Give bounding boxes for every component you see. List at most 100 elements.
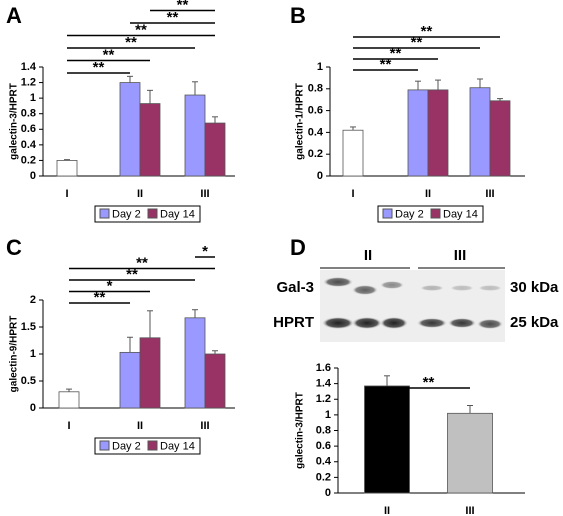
y-tick-label: 0.8	[308, 83, 323, 95]
legend-swatch	[99, 208, 110, 219]
y-tick-label: 0.4	[316, 456, 332, 468]
comparison-label: **	[93, 59, 105, 76]
error-bar	[384, 375, 390, 386]
x-tick-label: III	[485, 188, 494, 200]
y-tick-label: 0.6	[21, 123, 36, 135]
y-axis-label: galectin-1/HPRT	[295, 83, 306, 160]
error-bar	[64, 159, 70, 161]
y-tick-label: 1.2	[316, 393, 331, 405]
bar	[56, 160, 78, 177]
blot-size: 25 kDa	[510, 314, 559, 331]
comparison-label: **	[103, 46, 115, 63]
x-tick-label: II	[384, 505, 390, 516]
y-tick-label: 1	[30, 92, 36, 104]
y-tick-label: 0.6	[308, 105, 323, 117]
y-axis-label: galectin-3/HPRT	[295, 392, 306, 469]
y-tick-label: 0.4	[308, 126, 324, 138]
error-bar	[435, 79, 441, 90]
x-tick-label: I	[65, 188, 68, 200]
x-tick-label: III	[200, 420, 209, 432]
y-tick-label: 1	[317, 61, 323, 73]
comparison-label: **	[126, 266, 138, 283]
y-tick-label: 0.4	[21, 139, 37, 151]
x-tick-label: II	[425, 188, 431, 200]
comparison-label: **	[390, 45, 402, 62]
comparison-label: **	[136, 254, 148, 271]
legend-label: Day 2	[395, 208, 424, 220]
error-bar	[350, 126, 356, 131]
blot-group: II	[364, 247, 372, 264]
error-bar	[415, 80, 421, 90]
bar	[342, 129, 364, 177]
y-tick-label: 0	[30, 170, 36, 182]
panel-letter: C	[6, 235, 22, 260]
y-tick-label: 1.2	[21, 76, 36, 88]
error-bar	[212, 350, 218, 354]
y-tick-label: 0.2	[308, 148, 323, 160]
bar	[119, 82, 141, 177]
y-tick-label: 1.5	[21, 321, 36, 333]
comparison-label: **	[411, 34, 423, 51]
comparison-label: **	[135, 21, 147, 38]
legend-swatch	[147, 440, 158, 451]
comparison-label: **	[423, 374, 435, 391]
bar	[139, 103, 161, 177]
legend-swatch	[147, 208, 158, 219]
comparison-label: **	[177, 0, 189, 13]
blot-band: Gal-3	[276, 279, 314, 296]
y-tick-label: 0	[325, 487, 331, 499]
legend-label: Day 2	[112, 208, 141, 220]
bar	[447, 412, 493, 494]
y-tick-label: 0.8	[316, 424, 331, 436]
y-tick-label: 2	[30, 294, 36, 306]
x-tick-label: I	[67, 420, 70, 432]
y-tick-label: 1	[30, 348, 36, 360]
comparison-label: **	[421, 23, 433, 40]
bar	[119, 351, 141, 409]
error-bar	[127, 75, 133, 83]
y-tick-label: 1.4	[21, 61, 37, 73]
comparison-label: **	[125, 34, 137, 51]
y-axis-label: galectin-9/HPRT	[9, 316, 20, 393]
blot-image	[320, 267, 505, 342]
bar	[469, 87, 491, 177]
error-bar	[147, 89, 153, 104]
legend-label: Day 14	[160, 440, 195, 452]
legend-label: Day 14	[160, 208, 195, 220]
error-bar	[192, 309, 198, 318]
bar	[139, 337, 161, 409]
legend-swatch	[430, 208, 441, 219]
bar	[427, 89, 449, 177]
y-tick-label: 0.8	[21, 108, 36, 120]
comparison-label: *	[202, 243, 208, 260]
blot-size: 30 kDa	[510, 279, 559, 296]
panel-letter: B	[290, 3, 306, 28]
x-tick-label: II	[137, 188, 143, 200]
error-bar	[192, 81, 198, 96]
bar	[204, 122, 226, 177]
y-tick-label: 0.6	[316, 440, 331, 452]
error-bar	[467, 405, 473, 414]
bar	[489, 100, 511, 177]
y-tick-label: 0.5	[21, 375, 36, 387]
panel-letter: A	[6, 3, 22, 28]
bar	[364, 385, 410, 494]
x-tick-label: II	[137, 420, 143, 432]
error-bar	[497, 98, 503, 101]
y-axis-label: galectin-3/HPRT	[9, 83, 20, 160]
legend-label: Day 2	[112, 440, 141, 452]
blot-group: III	[454, 247, 467, 264]
y-tick-label: 0	[317, 170, 323, 182]
comparison-label: **	[380, 56, 392, 73]
legend-label: Day 14	[443, 208, 478, 220]
comparison-label: **	[167, 9, 179, 26]
bar	[184, 94, 206, 177]
blot-band: HPRT	[273, 314, 314, 331]
error-bar	[477, 78, 483, 88]
y-tick-label: 1.4	[316, 378, 332, 390]
y-tick-label: 0	[30, 402, 36, 414]
x-tick-label: III	[200, 188, 209, 200]
panel-letter: D	[290, 235, 306, 260]
y-tick-label: 1.6	[316, 362, 331, 374]
